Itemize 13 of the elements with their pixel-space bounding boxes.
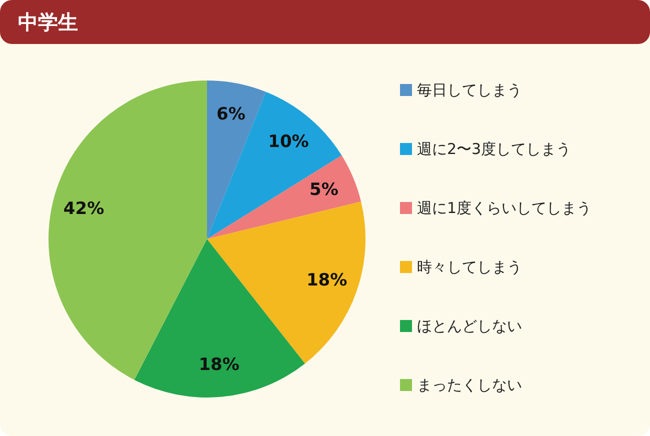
data-label: 5% <box>310 180 338 200</box>
legend-label: 毎日してしまう <box>417 81 522 99</box>
data-label: 18% <box>306 270 348 290</box>
data-label: 10% <box>268 132 309 152</box>
chart-title: 中学生 <box>18 10 78 34</box>
legend-label: 時々してしまう <box>417 258 522 276</box>
data-label: 18% <box>198 355 240 376</box>
data-label: 6% <box>216 104 246 124</box>
legend-label: まったくしない <box>417 376 522 394</box>
legend-label: ほとんどしない <box>417 317 522 335</box>
legend-label: 週に1度くらいしてしまう <box>417 199 592 217</box>
legend-label: 週に2〜3度してしまう <box>417 140 572 158</box>
data-label: 42% <box>63 199 104 220</box>
